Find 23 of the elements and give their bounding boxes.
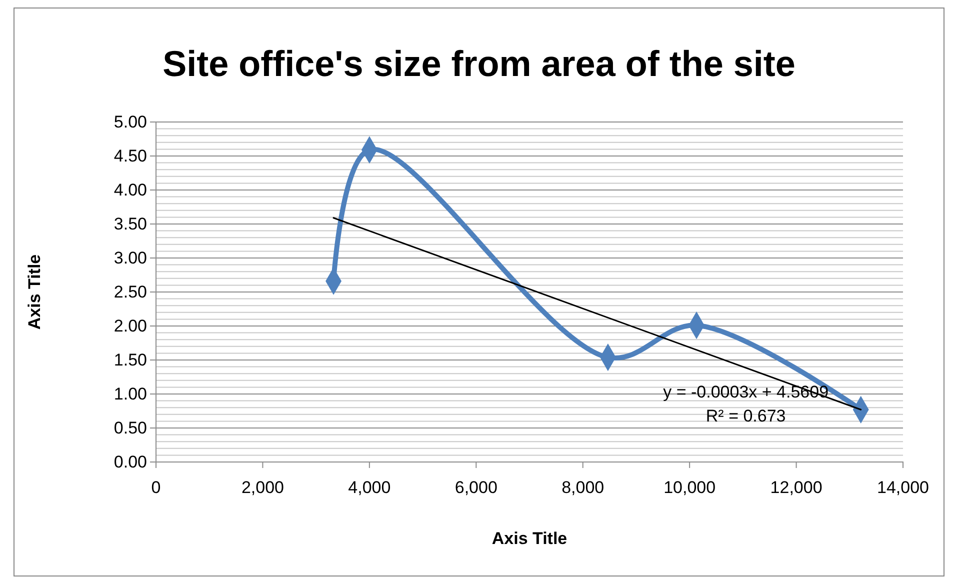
y-tick-label: 0.00 xyxy=(114,452,147,472)
y-tick-label: 4.00 xyxy=(114,180,147,200)
annotation: R² = 0.673 xyxy=(706,406,786,426)
x-tick-label: 8,000 xyxy=(562,478,604,498)
y-tick-label: 1.50 xyxy=(114,350,147,370)
x-tick-label: 2,000 xyxy=(241,478,284,498)
y-tick-label: 2.50 xyxy=(114,282,147,302)
x-axis-title: Axis Title xyxy=(492,529,568,548)
chart-title: Site office's size from area of the site xyxy=(162,43,796,84)
x-tick-label: 4,000 xyxy=(348,478,391,498)
y-tick-label: 0.50 xyxy=(114,418,147,438)
x-tick-label: 0 xyxy=(151,478,161,498)
y-tick-label: 4.50 xyxy=(114,146,147,166)
y-tick-label: 2.00 xyxy=(114,316,147,336)
y-tick-label: 5.00 xyxy=(114,112,147,132)
x-tick-label: 6,000 xyxy=(454,478,498,498)
y-tick-label: 3.00 xyxy=(114,248,147,268)
x-tick-label: 12,000 xyxy=(770,478,822,498)
x-tick-label: 14,000 xyxy=(877,478,929,498)
y-axis-title: Axis Title xyxy=(25,254,44,330)
y-tick-label: 3.50 xyxy=(114,214,147,234)
x-tick-label: 10,000 xyxy=(664,478,716,498)
y-tick-label: 1.00 xyxy=(114,384,147,404)
